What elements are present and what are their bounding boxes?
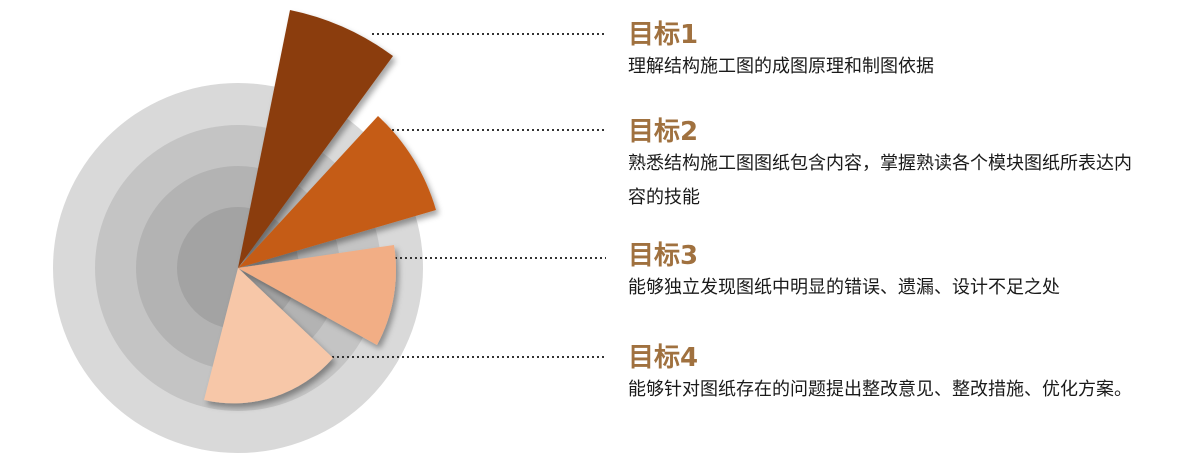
goal-1-description: 理解结构施工图的成图原理和制图依据	[628, 56, 934, 77]
goal-item-3: 目标3 能够独立发现图纸中明显的错误、遗漏、设计不足之处	[628, 241, 1188, 305]
goal-2-description: 熟悉结构施工图图纸包含内容，掌握熟读各个模块图纸所表达内容的技能	[628, 153, 1132, 208]
goal-item-1: 目标1 理解结构施工图的成图原理和制图依据	[628, 20, 1188, 84]
goal-3-title: 目标3	[628, 241, 699, 271]
goal-3-description: 能够独立发现图纸中明显的错误、遗漏、设计不足之处	[628, 277, 1060, 298]
goal-2-title: 目标2	[628, 117, 699, 147]
goal-item-4: 目标4 能够针对图纸存在的问题提出整改意见、整改措施、优化方案。	[628, 343, 1188, 407]
goal-3-wedge	[238, 245, 396, 345]
goal-1-wedge	[238, 10, 393, 268]
goal-item-2: 目标2 熟悉结构施工图图纸包含内容，掌握熟读各个模块图纸所表达内容的技能	[628, 117, 1188, 215]
goal-4-wedge	[204, 268, 333, 404]
goal-2-wedge	[238, 116, 436, 268]
goal-4-description: 能够针对图纸存在的问题提出整改意见、整改措施、优化方案。	[628, 379, 1132, 400]
goal-4-title: 目标4	[628, 343, 699, 373]
goal-1-title: 目标1	[628, 20, 699, 50]
